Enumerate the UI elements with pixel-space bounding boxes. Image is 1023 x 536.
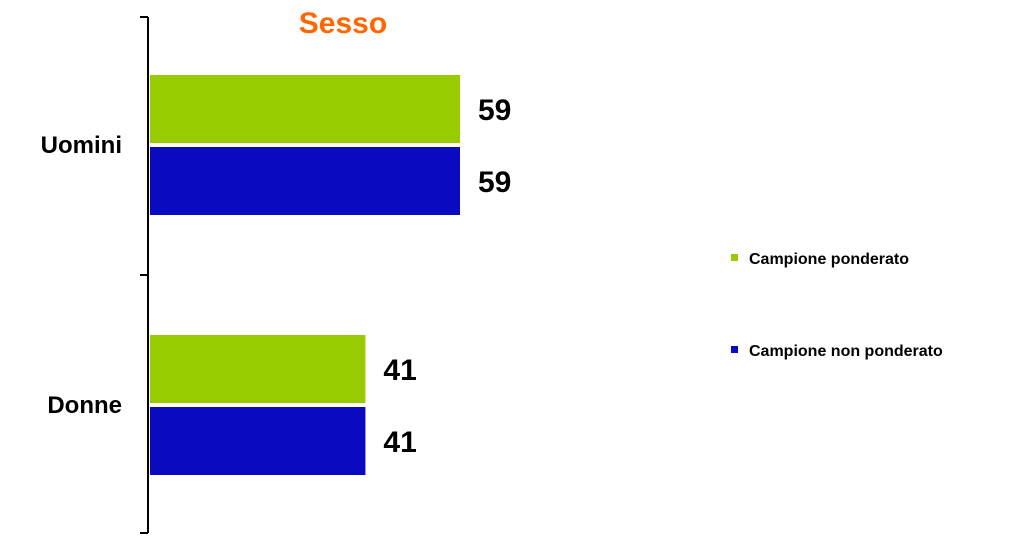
bar	[150, 75, 460, 143]
data-label: 41	[383, 426, 416, 459]
data-label: 41	[383, 354, 416, 387]
legend-swatch	[731, 254, 738, 261]
chart-title: Sesso	[299, 7, 387, 40]
legend-label: Campione ponderato	[749, 251, 909, 268]
bar	[150, 147, 460, 215]
bar	[150, 407, 366, 475]
data-label: 59	[478, 94, 511, 127]
legend-item: Campione non ponderato	[731, 343, 943, 360]
legend-swatch	[731, 346, 738, 353]
data-label: 59	[478, 166, 511, 199]
category-label: Uomini	[41, 132, 122, 159]
legend: Campione ponderato Campione non ponderato	[731, 251, 943, 360]
plot-area: Uomini 59 59 Donne 41 41	[41, 16, 511, 534]
bar	[150, 335, 366, 403]
legend-item: Campione ponderato	[731, 251, 909, 268]
legend-label: Campione non ponderato	[749, 343, 943, 360]
category-label: Donne	[47, 392, 122, 419]
